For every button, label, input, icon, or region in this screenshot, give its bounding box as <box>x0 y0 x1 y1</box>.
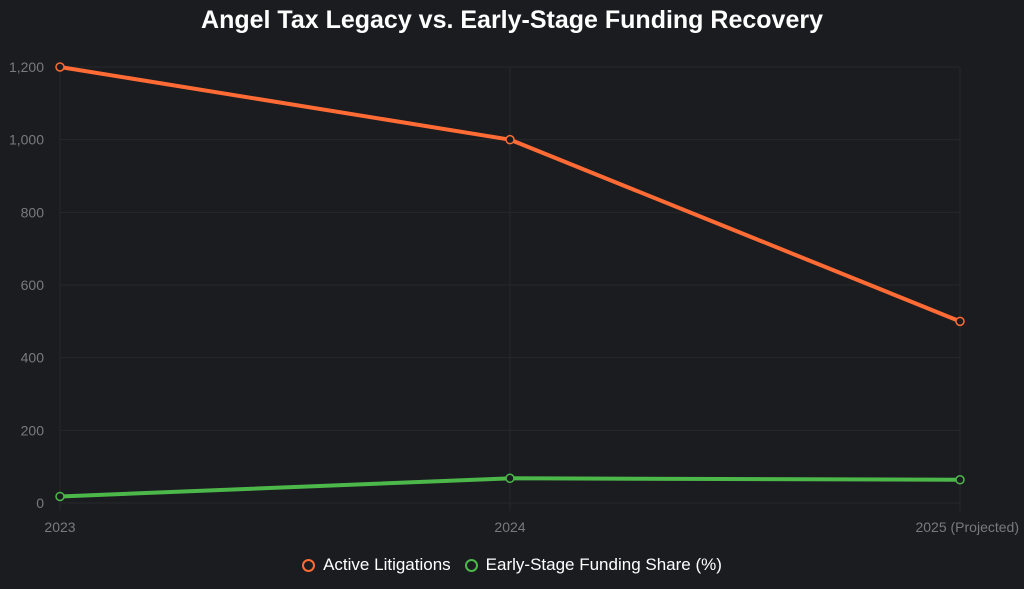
x-tick-label: 2024 <box>494 519 525 535</box>
legend-label: Active Litigations <box>323 555 451 574</box>
x-tick-label: 2023 <box>44 519 75 535</box>
data-point <box>55 491 65 502</box>
data-point <box>955 474 965 485</box>
legend: Active Litigations Early-Stage Funding S… <box>0 555 1024 575</box>
data-point <box>505 473 515 484</box>
data-point <box>955 316 965 327</box>
legend-swatch-icon <box>464 558 478 572</box>
data-point <box>55 62 65 72</box>
y-tick-label: 600 <box>21 277 45 293</box>
data-point <box>505 134 515 145</box>
legend-label: Early-Stage Funding Share (%) <box>485 555 722 574</box>
chart-title: Angel Tax Legacy vs. Early-Stage Funding… <box>201 6 823 34</box>
y-tick-label: 800 <box>21 204 45 220</box>
y-tick-label: 1,000 <box>9 132 44 148</box>
legend-item-active-litigations[interactable]: Active Litigations <box>302 555 451 575</box>
y-tick-label: 400 <box>21 350 45 366</box>
y-tick-label: 1,200 <box>9 59 44 75</box>
legend-swatch-icon <box>302 558 316 572</box>
y-tick-label: 0 <box>36 495 44 511</box>
legend-item-funding-share[interactable]: Early-Stage Funding Share (%) <box>464 555 722 575</box>
y-tick-label: 200 <box>21 422 45 438</box>
x-tick-label: 2025 (Projected) <box>915 519 1019 535</box>
